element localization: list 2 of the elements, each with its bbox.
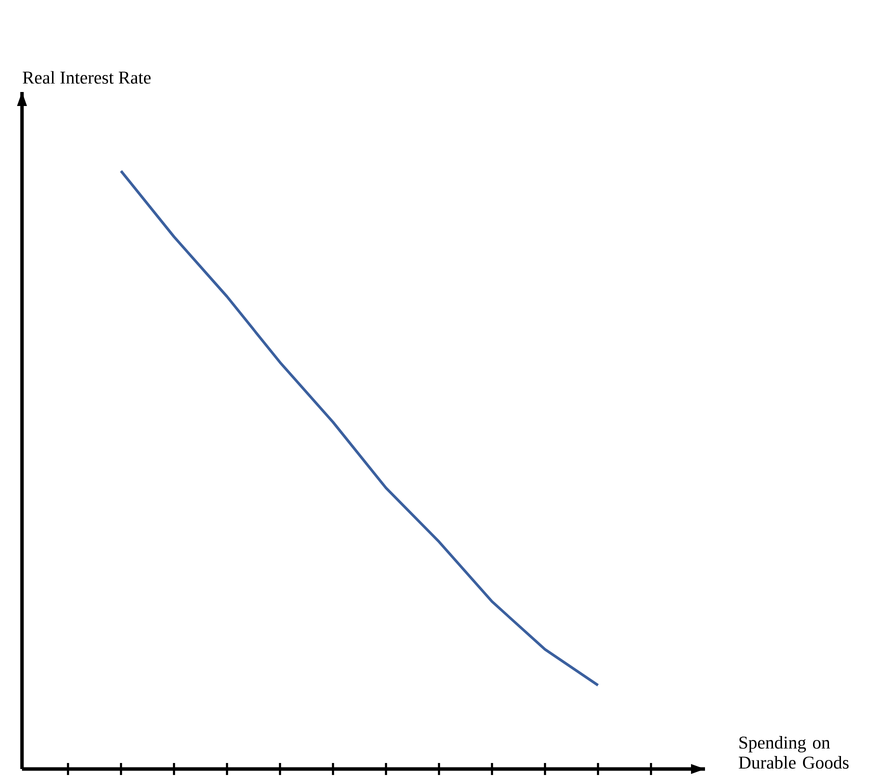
x-axis-title: Spending on Durable Goods [738, 736, 849, 769]
y-axis-title: Real Interest Rate [22, 71, 151, 84]
